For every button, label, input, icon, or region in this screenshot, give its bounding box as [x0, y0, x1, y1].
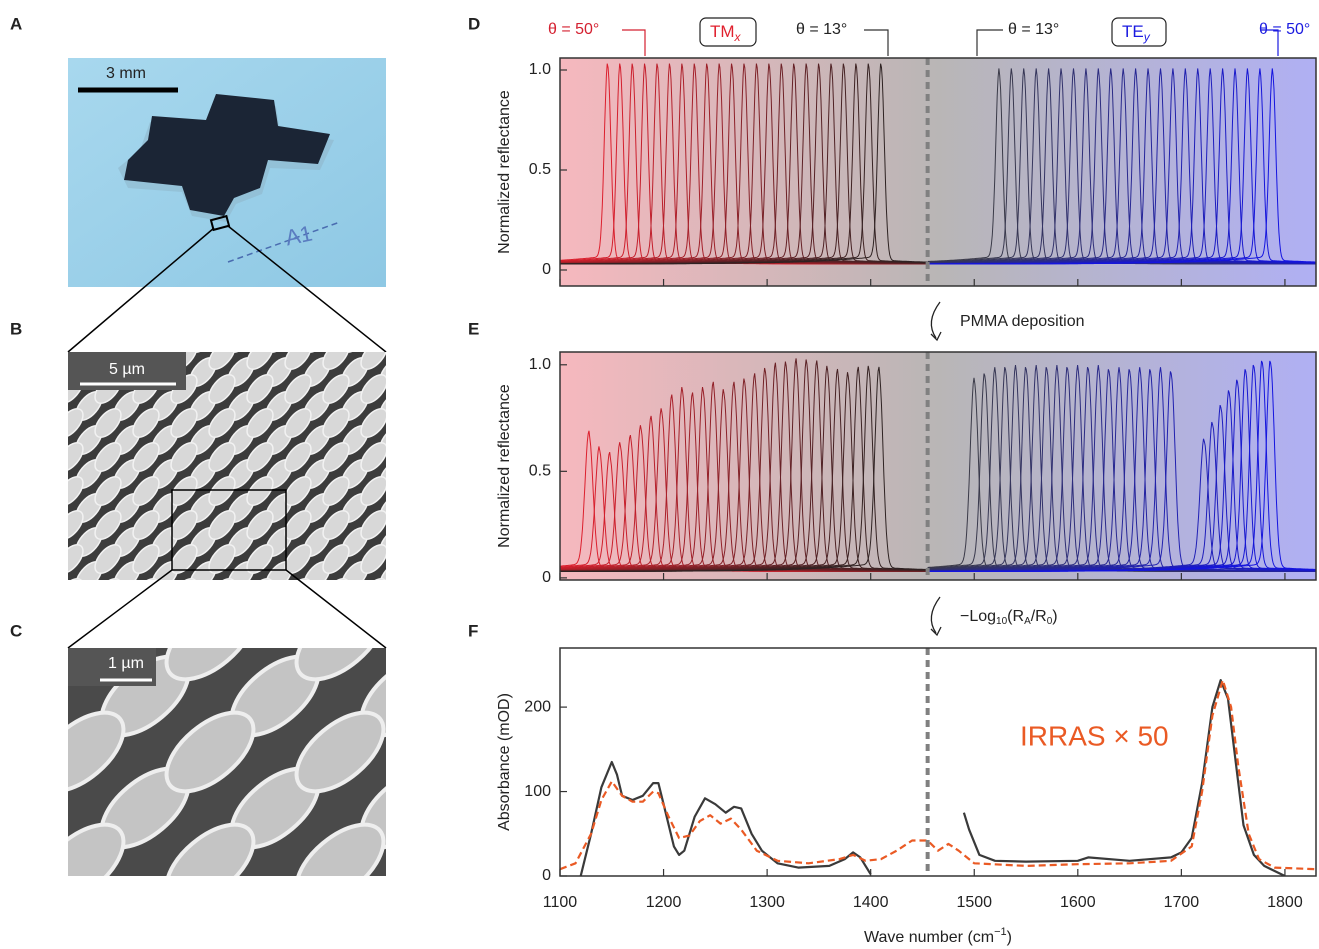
x-tick-label: 1600	[1060, 894, 1096, 911]
panel-label: E	[468, 319, 479, 338]
y-axis-title: Normalized reflectance	[496, 90, 513, 254]
y-tick-label: 1.0	[529, 356, 551, 373]
photo-mark: A1	[283, 221, 315, 251]
angle-label: θ = 13°	[796, 21, 847, 38]
reflectance-peak	[927, 360, 1316, 572]
formula-part: (R	[1007, 608, 1024, 625]
panel-label: A	[10, 14, 22, 33]
panel-label: C	[10, 621, 22, 640]
mode-text: TM	[710, 22, 735, 41]
panel-label: D	[468, 14, 480, 33]
angle-annotations	[622, 17, 1279, 56]
x-tick-label: 1400	[853, 894, 889, 911]
x-tick-label: 1300	[749, 894, 785, 911]
mode-subscript: x	[734, 30, 742, 44]
photo-c: 1 µm	[68, 648, 386, 876]
panel-label: F	[468, 621, 478, 640]
plot-area	[560, 679, 1316, 876]
x-tick-label: 1500	[956, 894, 992, 911]
scale-label: 3 mm	[106, 65, 146, 82]
reflectance-peak	[560, 366, 927, 572]
scale-label: 1 µm	[108, 655, 144, 672]
x-axis-title: Wave number (cm−1)	[864, 926, 1012, 946]
plot-area	[560, 358, 1316, 572]
photo-b: 5 µm	[68, 352, 386, 580]
y-tick-label: 0	[542, 867, 551, 884]
x-tick-label: 1700	[1164, 894, 1200, 911]
process-arrow	[930, 301, 942, 637]
formula-part: /R	[1031, 608, 1047, 625]
spectrum-line	[579, 679, 1286, 876]
arrow-label: PMMA deposition	[960, 313, 1085, 330]
plot-frame	[559, 57, 1317, 287]
x-tick-label: 1200	[646, 894, 682, 911]
plot-frame	[559, 351, 1317, 581]
formula-subscript: 10	[996, 616, 1008, 627]
reflectance-peak	[560, 63, 927, 265]
formula-part: )	[1052, 608, 1057, 625]
y-tick-label: 0.5	[529, 463, 551, 480]
mode-subscript: y	[1143, 30, 1151, 44]
y-tick-label: 0.5	[529, 161, 551, 178]
angle-label: θ = 50°	[548, 21, 599, 38]
mode-label: TMx	[710, 22, 742, 44]
photo-a: A1 3 mm	[68, 58, 386, 287]
formula-subscript: 0	[1047, 616, 1053, 627]
mode-text: TE	[1122, 22, 1144, 41]
scale-label: 5 µm	[109, 361, 145, 378]
panel-label: B	[10, 319, 22, 338]
angle-label: θ = 13°	[1008, 21, 1059, 38]
arrow-label: −Log10(RA/R0)	[960, 608, 1058, 626]
y-axis-title: Absorbance (mOD)	[496, 693, 513, 831]
mode-label: TEy	[1122, 22, 1151, 44]
formula-subscript: A	[1024, 616, 1031, 627]
formula-part: −Log	[960, 608, 996, 625]
series-label: IRRAS × 50	[1020, 720, 1169, 751]
y-tick-label: 0	[542, 261, 551, 278]
x-tick-label: 1100	[543, 894, 578, 911]
y-tick-label: 0	[542, 569, 551, 586]
plot-area	[560, 63, 1316, 265]
x-axis-title-sup: −1	[994, 926, 1007, 938]
y-tick-label: 200	[524, 698, 551, 715]
y-axis-title: Normalized reflectance	[496, 384, 513, 548]
reflectance-peak	[927, 68, 1316, 265]
y-tick-label: 100	[524, 783, 551, 800]
plot-frame	[559, 647, 1317, 877]
x-axis-title-end: )	[1007, 929, 1012, 946]
angle-label: θ = 50°	[1259, 21, 1310, 38]
x-axis-title-text: Wave number (cm	[864, 929, 994, 946]
x-tick-label: 1800	[1267, 894, 1303, 911]
y-tick-label: 1.0	[529, 61, 551, 78]
